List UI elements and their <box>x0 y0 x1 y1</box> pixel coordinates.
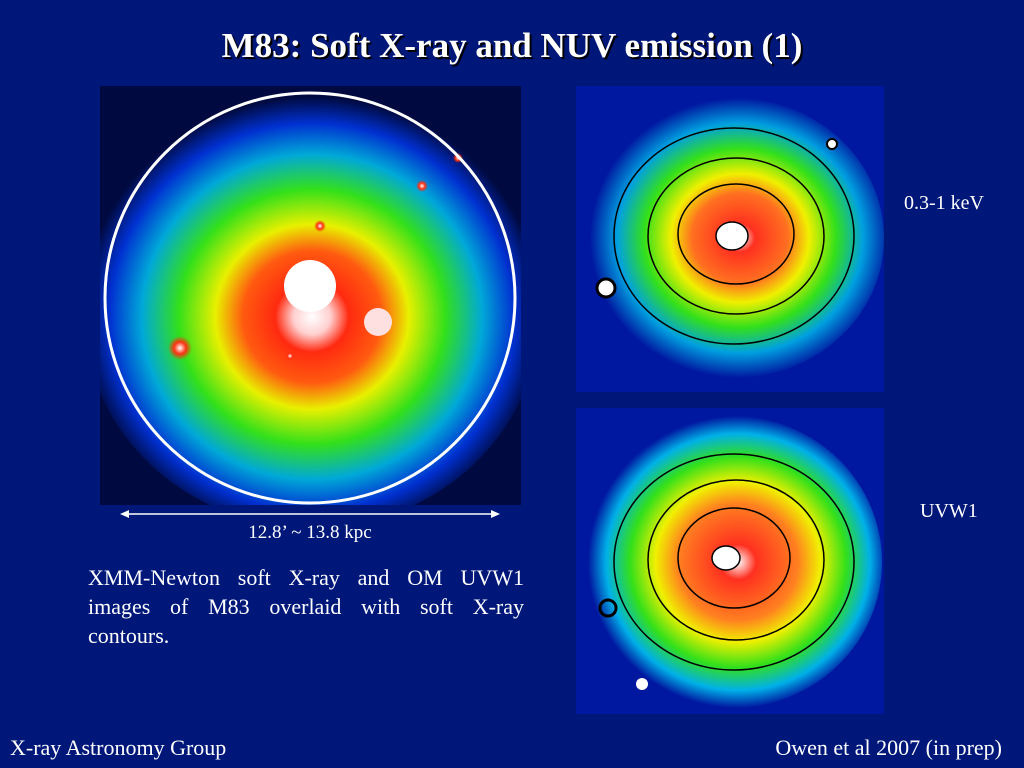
xray-band-label: 0.3-1 keV <box>904 192 984 214</box>
scale-bar <box>120 506 500 522</box>
footer-group-name: X-ray Astronomy Group <box>10 735 227 760</box>
xray-contour-image <box>576 86 884 392</box>
main-xray-image <box>100 86 521 505</box>
uvw1-band-label: UVW1 <box>920 500 978 522</box>
uvw1-contour-image <box>576 408 884 714</box>
image-caption: XMM-Newton soft X-ray and OM UVW1 images… <box>88 565 524 648</box>
scale-label: 12.8’ ~ 13.8 kpc <box>248 522 372 543</box>
slide-title: M83: Soft X-ray and NUV emission (1) <box>221 26 803 65</box>
footer-citation: Owen et al 2007 (in prep) <box>775 735 1002 760</box>
